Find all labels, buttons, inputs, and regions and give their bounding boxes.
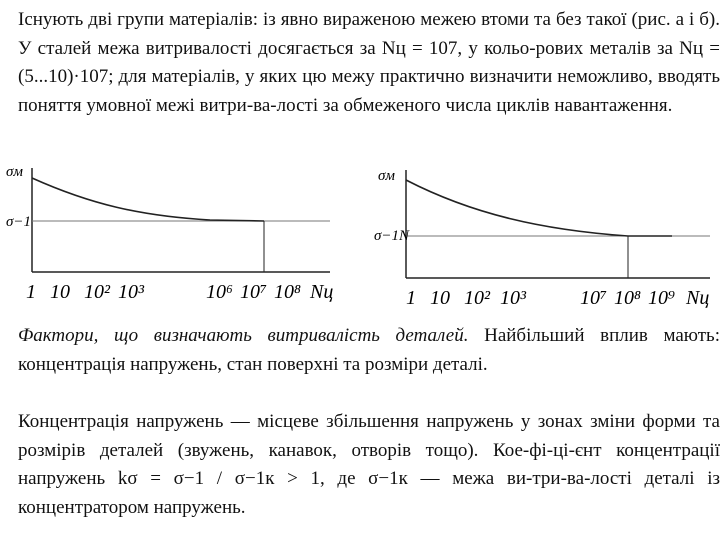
x-tick: 10 bbox=[50, 281, 70, 303]
y-top-label: σм bbox=[378, 168, 395, 184]
x-axis-label: Nц bbox=[309, 281, 333, 303]
x-tick: 10⁸ bbox=[274, 281, 301, 303]
x-tick: 10⁸ bbox=[614, 287, 641, 309]
factors-text: Найбільший вплив мають: концентрація нап… bbox=[18, 325, 720, 375]
fatigue-curve bbox=[31, 177, 265, 222]
x-tick: 10² bbox=[464, 287, 491, 309]
factors-heading: Фактори, що визначають витривалість дета… bbox=[18, 325, 469, 346]
fatigue-curve-b: σм σ−1N 1 10 10² 10³ 10⁷ 10⁸ 10⁹ Nц bbox=[372, 160, 717, 315]
x-tick: 10⁷ bbox=[240, 281, 267, 303]
x-tick: 10⁹ bbox=[648, 287, 675, 309]
x-tick: 10 bbox=[430, 287, 450, 309]
concentration-paragraph: Концентрація напружень — місцеве збільше… bbox=[18, 411, 720, 518]
x-tick: 10³ bbox=[500, 287, 527, 309]
intro-paragraph: Існують дві групи матеріалів: із явно ви… bbox=[18, 9, 720, 116]
x-tick: 10⁷ bbox=[580, 287, 607, 309]
y-limit-label: σ−1N bbox=[374, 228, 410, 244]
fatigue-curve-a: σм σ−1 1 10 10² 10³ 10⁶ 10⁷ 10⁸ Nц bbox=[0, 160, 340, 315]
x-tick: 1 bbox=[26, 281, 36, 303]
x-axis-label: Nц bbox=[685, 287, 709, 309]
x-tick: 10² bbox=[84, 281, 111, 303]
y-top-label: σм bbox=[6, 164, 23, 180]
fatigue-curve-b-svg: σм σ−1N 1 10 10² 10³ 10⁷ 10⁸ 10⁹ Nц bbox=[374, 168, 710, 309]
factors-paragraph: Фактори, що визначають витривалість дета… bbox=[6, 322, 720, 379]
fatigue-curve bbox=[405, 179, 672, 237]
x-tick: 10³ bbox=[118, 281, 145, 303]
fatigue-curve-a-svg: σм σ−1 1 10 10² 10³ 10⁶ 10⁷ 10⁸ Nц bbox=[6, 164, 333, 303]
y-limit-label: σ−1 bbox=[6, 214, 31, 230]
x-tick: 10⁶ bbox=[206, 281, 233, 303]
x-tick: 1 bbox=[406, 287, 416, 309]
